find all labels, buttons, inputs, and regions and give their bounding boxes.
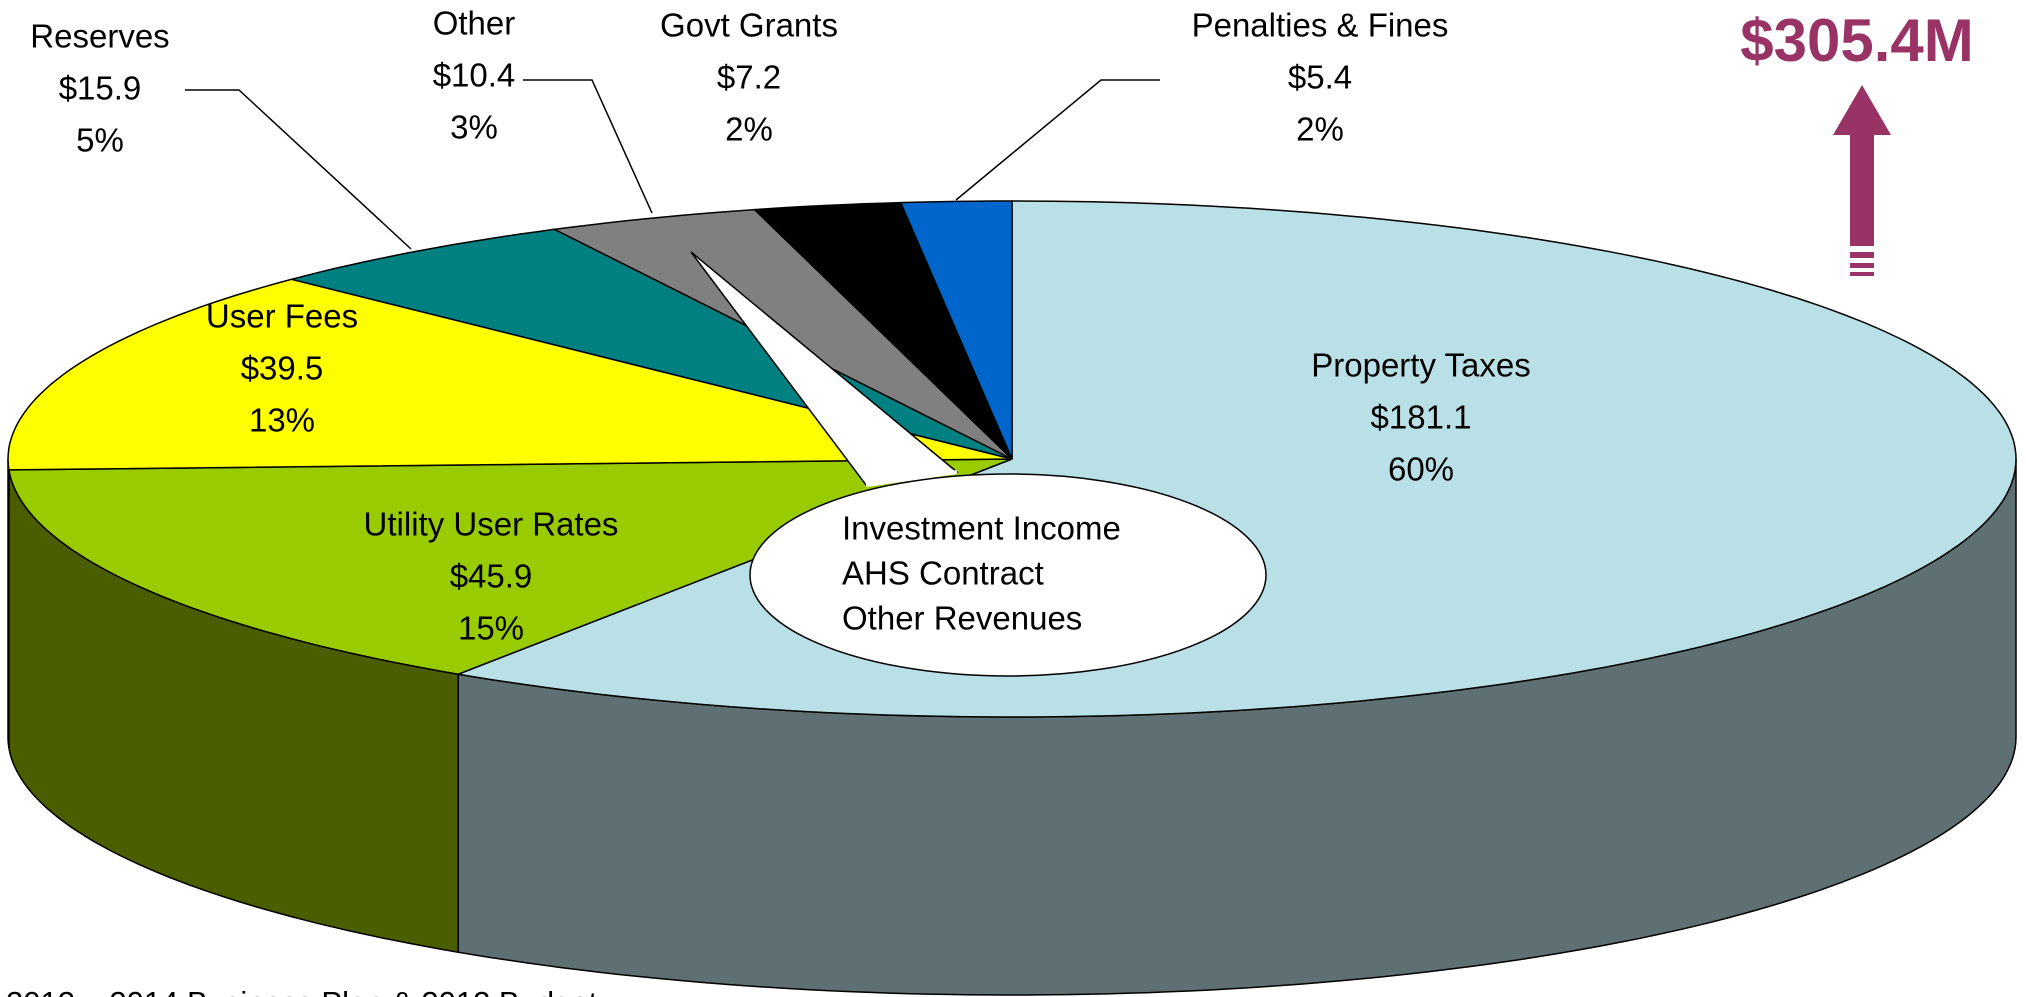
slice-label: Utility User Rates [364, 506, 619, 543]
slice-value-label: $39.5 [241, 350, 324, 387]
slice-value-label: $45.9 [450, 558, 533, 595]
pie-slice [7, 458, 1013, 675]
leader-line [523, 79, 653, 214]
slice-value-label: $15.9 [59, 70, 142, 107]
slice-label: Property Taxes [1311, 347, 1531, 384]
total-arrow [1833, 85, 1891, 246]
slice-percent-label: 15% [458, 610, 524, 647]
callout-bubble [749, 473, 1267, 677]
slice-percent-label: 60% [1388, 451, 1454, 488]
leader-line [955, 79, 1160, 201]
slice-label: Govt Grants [660, 7, 838, 44]
slice-percent-label: 2% [725, 111, 773, 148]
slice-percent-label: 2% [1296, 111, 1344, 148]
pie-slice [752, 201, 1013, 460]
slice-label: Penalties & Fines [1192, 7, 1449, 44]
pie-slice [7, 278, 1013, 471]
callout-text: AHS Contract [842, 555, 1044, 592]
slice-label: Other [433, 5, 516, 42]
slice-value-label: $7.2 [717, 59, 781, 96]
decorations [185, 79, 1891, 677]
slice-label: User Fees [206, 298, 358, 335]
slice-label: Reserves [30, 18, 169, 55]
slice-percent-label: 13% [249, 402, 315, 439]
slice-value-label: $10.4 [433, 57, 516, 94]
pie-slice [899, 200, 1013, 460]
leader-line [185, 89, 412, 250]
slice-percent-label: 5% [76, 122, 124, 159]
callout-text: Investment Income [842, 510, 1121, 547]
callout-joint [865, 470, 958, 487]
total-arrow-tail [1850, 263, 1874, 268]
pie-wall [7, 458, 10, 749]
total-label: $305.4M [1740, 7, 1974, 74]
callout-text: Other Revenues [842, 600, 1082, 637]
total-arrow-tail [1850, 252, 1874, 258]
slice-value-label: $5.4 [1288, 59, 1352, 96]
slice-percent-label: 3% [450, 109, 498, 146]
total-arrow-tail [1850, 272, 1874, 276]
footer: 2012 – 2014 Business Plan & 2012 Budget [6, 985, 598, 997]
slice-value-label: $181.1 [1371, 399, 1472, 436]
